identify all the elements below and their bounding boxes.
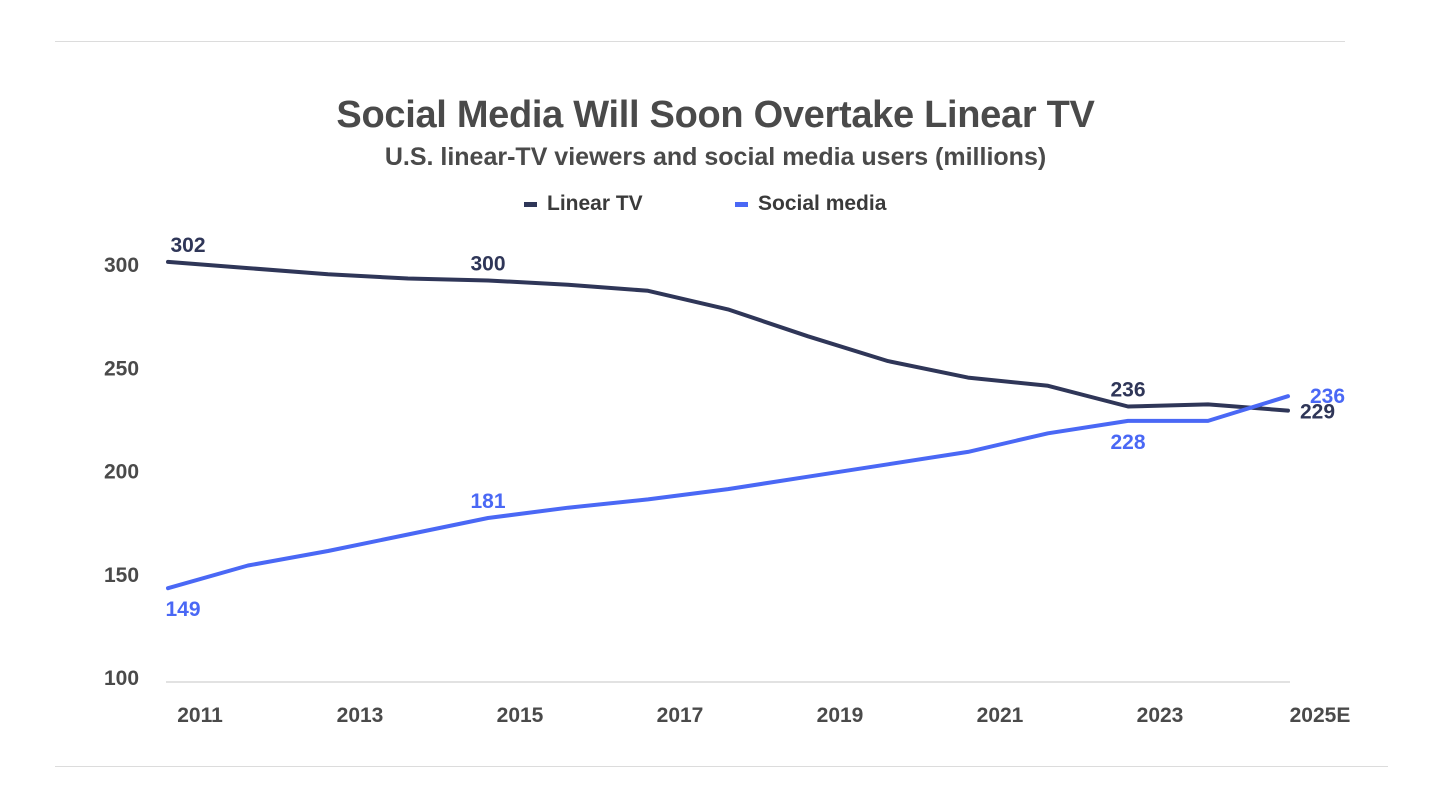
legend: Linear TV Social media [0, 190, 1431, 218]
x-tick-label-2025E: 2025E [1290, 704, 1351, 727]
data-label-linear-tv-300: 300 [470, 253, 505, 276]
data-label-linear-tv-302: 302 [170, 234, 205, 257]
x-tick-label-2023: 2023 [1137, 704, 1184, 727]
x-tick-label-2017: 2017 [657, 704, 704, 727]
data-label-linear-tv-229: 229 [1300, 401, 1335, 424]
y-tick-label-200: 200 [104, 461, 139, 484]
top-divider [55, 41, 1345, 42]
x-tick-label-2019: 2019 [817, 704, 864, 727]
legend-item-linear-tv: Linear TV [524, 190, 643, 218]
series-line-social-media [166, 394, 1290, 591]
x-tick-label-2013: 2013 [337, 704, 384, 727]
x-tick-label-2015: 2015 [497, 704, 544, 727]
y-tick-label-250: 250 [104, 357, 139, 380]
series-line-linear-tv [166, 259, 1290, 413]
bottom-divider [55, 766, 1388, 767]
legend-swatch-social-media [735, 201, 748, 207]
legend-label-linear-tv: Linear TV [547, 192, 643, 215]
chart-title: Social Media Will Soon Overtake Linear T… [336, 94, 1095, 136]
legend-swatch-linear-tv [524, 201, 537, 207]
legend-label-social-media: Social media [758, 192, 887, 215]
x-tick-label-2011: 2011 [177, 704, 223, 727]
legend-item-social-media: Social media [735, 190, 886, 218]
y-tick-label-150: 150 [104, 564, 139, 587]
data-label-linear-tv-236: 236 [1110, 378, 1145, 401]
data-label-social-media-236: 236 [1310, 385, 1345, 408]
data-label-social-media-149: 149 [165, 598, 200, 621]
data-label-social-media-228: 228 [1110, 431, 1145, 454]
chart-subtitle: U.S. linear-TV viewers and social media … [384, 143, 1047, 171]
x-tick-label-2021: 2021 [977, 704, 1024, 727]
y-tick-label-100: 100 [104, 667, 139, 690]
data-label-social-media-181: 181 [470, 490, 505, 513]
y-tick-label-300: 300 [104, 254, 139, 277]
